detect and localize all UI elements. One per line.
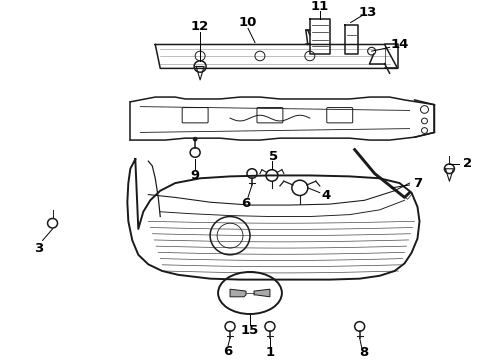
Text: 3: 3 [34, 242, 43, 255]
Polygon shape [254, 289, 270, 297]
Text: 2: 2 [463, 157, 472, 171]
Text: 13: 13 [359, 6, 377, 19]
Text: 11: 11 [311, 0, 329, 13]
Text: 14: 14 [391, 38, 409, 51]
Text: 15: 15 [241, 324, 259, 337]
Text: 5: 5 [270, 150, 278, 163]
Circle shape [193, 137, 197, 141]
Text: 12: 12 [191, 20, 209, 33]
Text: 1: 1 [266, 346, 274, 359]
Text: 10: 10 [239, 16, 257, 29]
Text: 8: 8 [359, 346, 368, 359]
Text: 4: 4 [321, 189, 330, 202]
Polygon shape [230, 289, 246, 297]
Text: 9: 9 [191, 169, 200, 182]
Text: 6: 6 [223, 345, 233, 358]
Text: 6: 6 [242, 197, 250, 210]
Text: 7: 7 [413, 177, 422, 190]
